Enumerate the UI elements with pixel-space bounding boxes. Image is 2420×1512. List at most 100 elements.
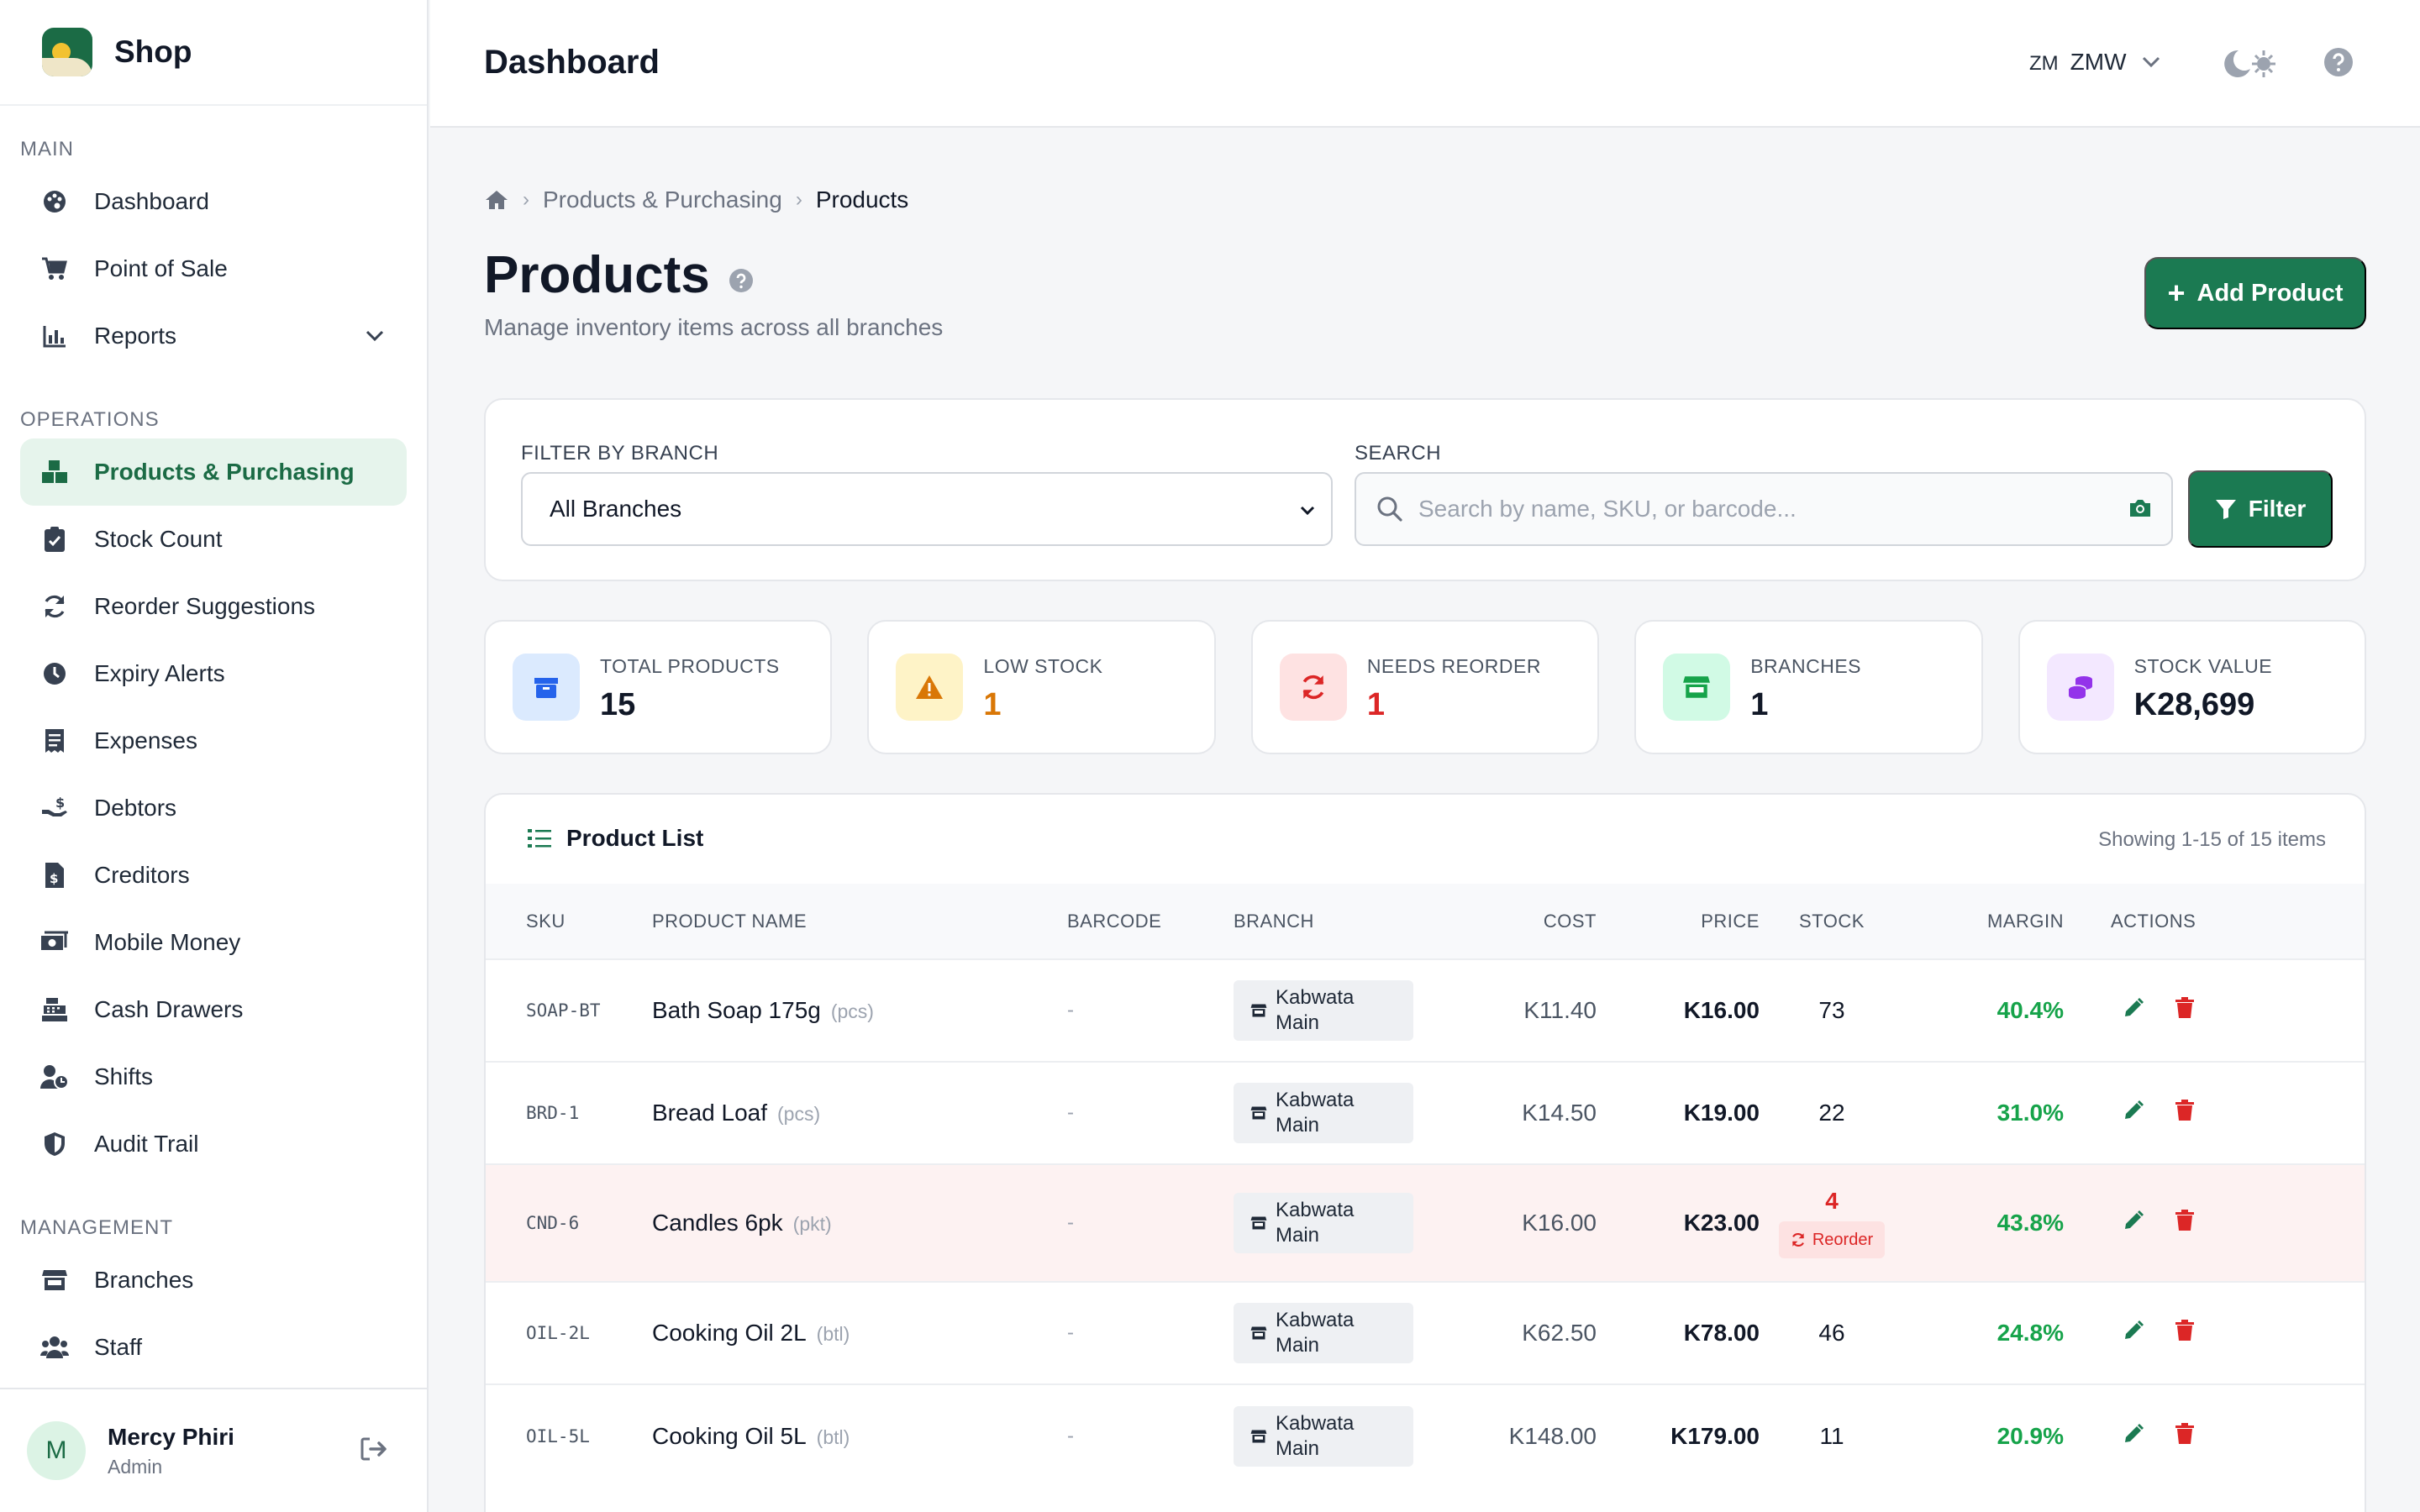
sidebar-item-expiry-alerts[interactable]: Expiry Alerts xyxy=(20,640,407,707)
sidebar-item-shifts[interactable]: Shifts xyxy=(20,1043,407,1110)
sidebar-item-branches[interactable]: Branches xyxy=(20,1247,407,1314)
sidebar-item-label: Debtors xyxy=(94,795,177,821)
price-cell: K19.00 xyxy=(1683,1100,1760,1126)
logout-icon[interactable] xyxy=(360,1436,388,1466)
header-title: Dashboard xyxy=(484,44,660,81)
product-name: Bread Loaf xyxy=(652,1100,767,1126)
money-bill-icon xyxy=(40,928,69,957)
col-price[interactable]: PRICE xyxy=(1701,910,1760,932)
sidebar-item-mobile-money[interactable]: Mobile Money xyxy=(20,909,407,976)
breadcrumb-section[interactable]: Products & Purchasing xyxy=(543,186,782,213)
sidebar-nav: MAIN Dashboard Point of Sale Reports OPERATI… xyxy=(0,106,427,1381)
page-title-text: Products xyxy=(484,246,710,304)
sidebar-item-audit-trail[interactable]: Audit Trail xyxy=(20,1110,407,1178)
edit-button[interactable] xyxy=(2123,1320,2144,1347)
edit-button[interactable] xyxy=(2123,1210,2144,1237)
edit-button[interactable] xyxy=(2123,1100,2144,1127)
filter-card: FILTER BY BRANCH All Branches SEARCH Sea… xyxy=(484,398,2366,581)
sidebar-item-label: Cash Drawers xyxy=(94,996,244,1022)
edit-button[interactable] xyxy=(2123,1423,2144,1451)
sku-cell: CND-6 xyxy=(526,1213,580,1233)
branch-name-line2: Main xyxy=(1276,1224,1320,1247)
sidebar-item-staff[interactable]: Staff xyxy=(20,1314,407,1381)
stock-cell: 11 xyxy=(1760,1384,1904,1487)
help-icon[interactable] xyxy=(2323,47,2354,81)
sidebar-item-label: Point of Sale xyxy=(94,255,228,281)
col-barcode[interactable]: BARCODE xyxy=(1067,910,1162,932)
actions-cell xyxy=(2064,1164,2365,1282)
branch-name-line1: Kabwata xyxy=(1276,1089,1355,1111)
theme-toggle-icon[interactable] xyxy=(2220,47,2279,85)
sidebar-item-point-of-sale[interactable]: Point of Sale xyxy=(20,235,407,302)
col-stock[interactable]: STOCK xyxy=(1799,910,1865,932)
barcode-cell: - xyxy=(1067,1424,1074,1447)
branch-select-value: All Branches xyxy=(550,496,682,522)
users-icon xyxy=(40,1333,69,1362)
sidebar-item-cash-drawers[interactable]: Cash Drawers xyxy=(20,976,407,1043)
sidebar-item-debtors[interactable]: $ Debtors xyxy=(20,774,407,842)
sidebar-item-label: Products & Purchasing xyxy=(94,459,355,485)
stat-card-low-stock: LOW STOCK 1 xyxy=(867,620,1216,754)
sidebar-item-products-purchasing[interactable]: Products & Purchasing xyxy=(20,438,407,506)
branch-select[interactable]: All Branches xyxy=(521,472,1333,546)
table-row[interactable]: OIL-5L Cooking Oil 5L (btl) - Kabwata Main K14… xyxy=(486,1384,2365,1487)
cost-cell: K16.00 xyxy=(1522,1210,1597,1236)
edit-button[interactable] xyxy=(2123,997,2144,1025)
delete-button[interactable] xyxy=(2175,1100,2195,1127)
delete-button[interactable] xyxy=(2175,1422,2195,1451)
search-input[interactable]: Search by name, SKU, or barcode... xyxy=(1355,472,2173,546)
delete-button[interactable] xyxy=(2175,997,2195,1025)
product-list-card: Product List Showing 1-15 of 15 items SK… xyxy=(484,793,2366,1512)
branch-filter-label: FILTER BY BRANCH xyxy=(521,442,719,465)
sidebar-item-label: Expenses xyxy=(94,727,197,753)
sidebar-item-stock-count[interactable]: Stock Count xyxy=(20,506,407,573)
camera-icon[interactable] xyxy=(2128,497,2153,519)
product-name-cell: Candles 6pk (pkt) xyxy=(652,1164,1067,1282)
branch-name-line1: Kabwata xyxy=(1276,1411,1355,1435)
sidebar-section-title: MANAGEMENT xyxy=(20,1216,174,1239)
add-product-button[interactable]: + Add Product xyxy=(2144,257,2366,329)
col-branch[interactable]: BRANCH xyxy=(1234,910,1314,932)
edit-icon xyxy=(2125,1320,2144,1340)
table-row[interactable]: SOAP-BT Bath Soap 175g (pcs) - Kabwata Main K1… xyxy=(486,959,2365,1062)
delete-button[interactable] xyxy=(2175,1210,2195,1237)
sidebar-item-expenses[interactable]: Expenses xyxy=(20,707,407,774)
chevron-down-icon xyxy=(1300,506,1315,516)
product-name: Cooking Oil 2L xyxy=(652,1320,807,1346)
home-icon[interactable] xyxy=(484,189,509,211)
sidebar-item-reports[interactable]: Reports xyxy=(20,302,407,370)
col-margin[interactable]: MARGIN xyxy=(1987,910,2064,932)
branch-cell: Kabwata Main xyxy=(1234,1164,1469,1282)
price-cell: K23.00 xyxy=(1683,1210,1760,1236)
stock-cell: 4 Reorder xyxy=(1760,1164,1904,1282)
edit-icon xyxy=(2125,1423,2144,1442)
table-row[interactable]: OIL-2L Cooking Oil 2L (btl) - Kabwata Main K62… xyxy=(486,1282,2365,1384)
sidebar-item-reorder-suggestions[interactable]: Reorder Suggestions xyxy=(20,573,407,640)
trash-icon xyxy=(2175,1422,2194,1444)
page-title: Products xyxy=(484,245,754,305)
col-cost[interactable]: COST xyxy=(1543,910,1597,932)
branch-name-line2: Main xyxy=(1276,1114,1320,1137)
col-sku[interactable]: SKU xyxy=(526,910,566,932)
brand[interactable]: Shop xyxy=(0,0,427,106)
items-count: Showing 1-15 of 15 items xyxy=(2098,828,2326,851)
currency-selector[interactable]: ZM ZMW xyxy=(2029,49,2160,76)
cost-cell: K62.50 xyxy=(1522,1320,1597,1346)
trash-icon xyxy=(2175,1210,2194,1231)
clipboard-check-icon xyxy=(40,525,69,554)
table-row[interactable]: CND-6 Candles 6pk (pkt) - Kabwata Main K16.00 K… xyxy=(486,1164,2365,1282)
sidebar-item-creditors[interactable]: $ Creditors xyxy=(20,842,407,909)
filter-button[interactable]: Filter xyxy=(2188,470,2333,548)
delete-button[interactable] xyxy=(2175,1320,2195,1347)
table-row[interactable]: BRD-1 Bread Loaf (pcs) - Kabwata Main K14.50 K1… xyxy=(486,1062,2365,1164)
sidebar-item-dashboard[interactable]: Dashboard xyxy=(20,168,407,235)
col-name[interactable]: PRODUCT NAME xyxy=(652,910,808,932)
help-icon[interactable] xyxy=(729,268,754,293)
sku-cell: SOAP-BT xyxy=(526,1000,601,1021)
edit-icon xyxy=(2125,1210,2144,1230)
store-icon xyxy=(1250,1004,1267,1017)
stock-value: 11 xyxy=(1819,1422,1844,1449)
reorder-badge[interactable]: Reorder xyxy=(1778,1221,1886,1258)
product-name-cell: Bath Soap 175g (pcs) xyxy=(652,959,1067,1062)
sidebar-item-label: Creditors xyxy=(94,862,190,888)
